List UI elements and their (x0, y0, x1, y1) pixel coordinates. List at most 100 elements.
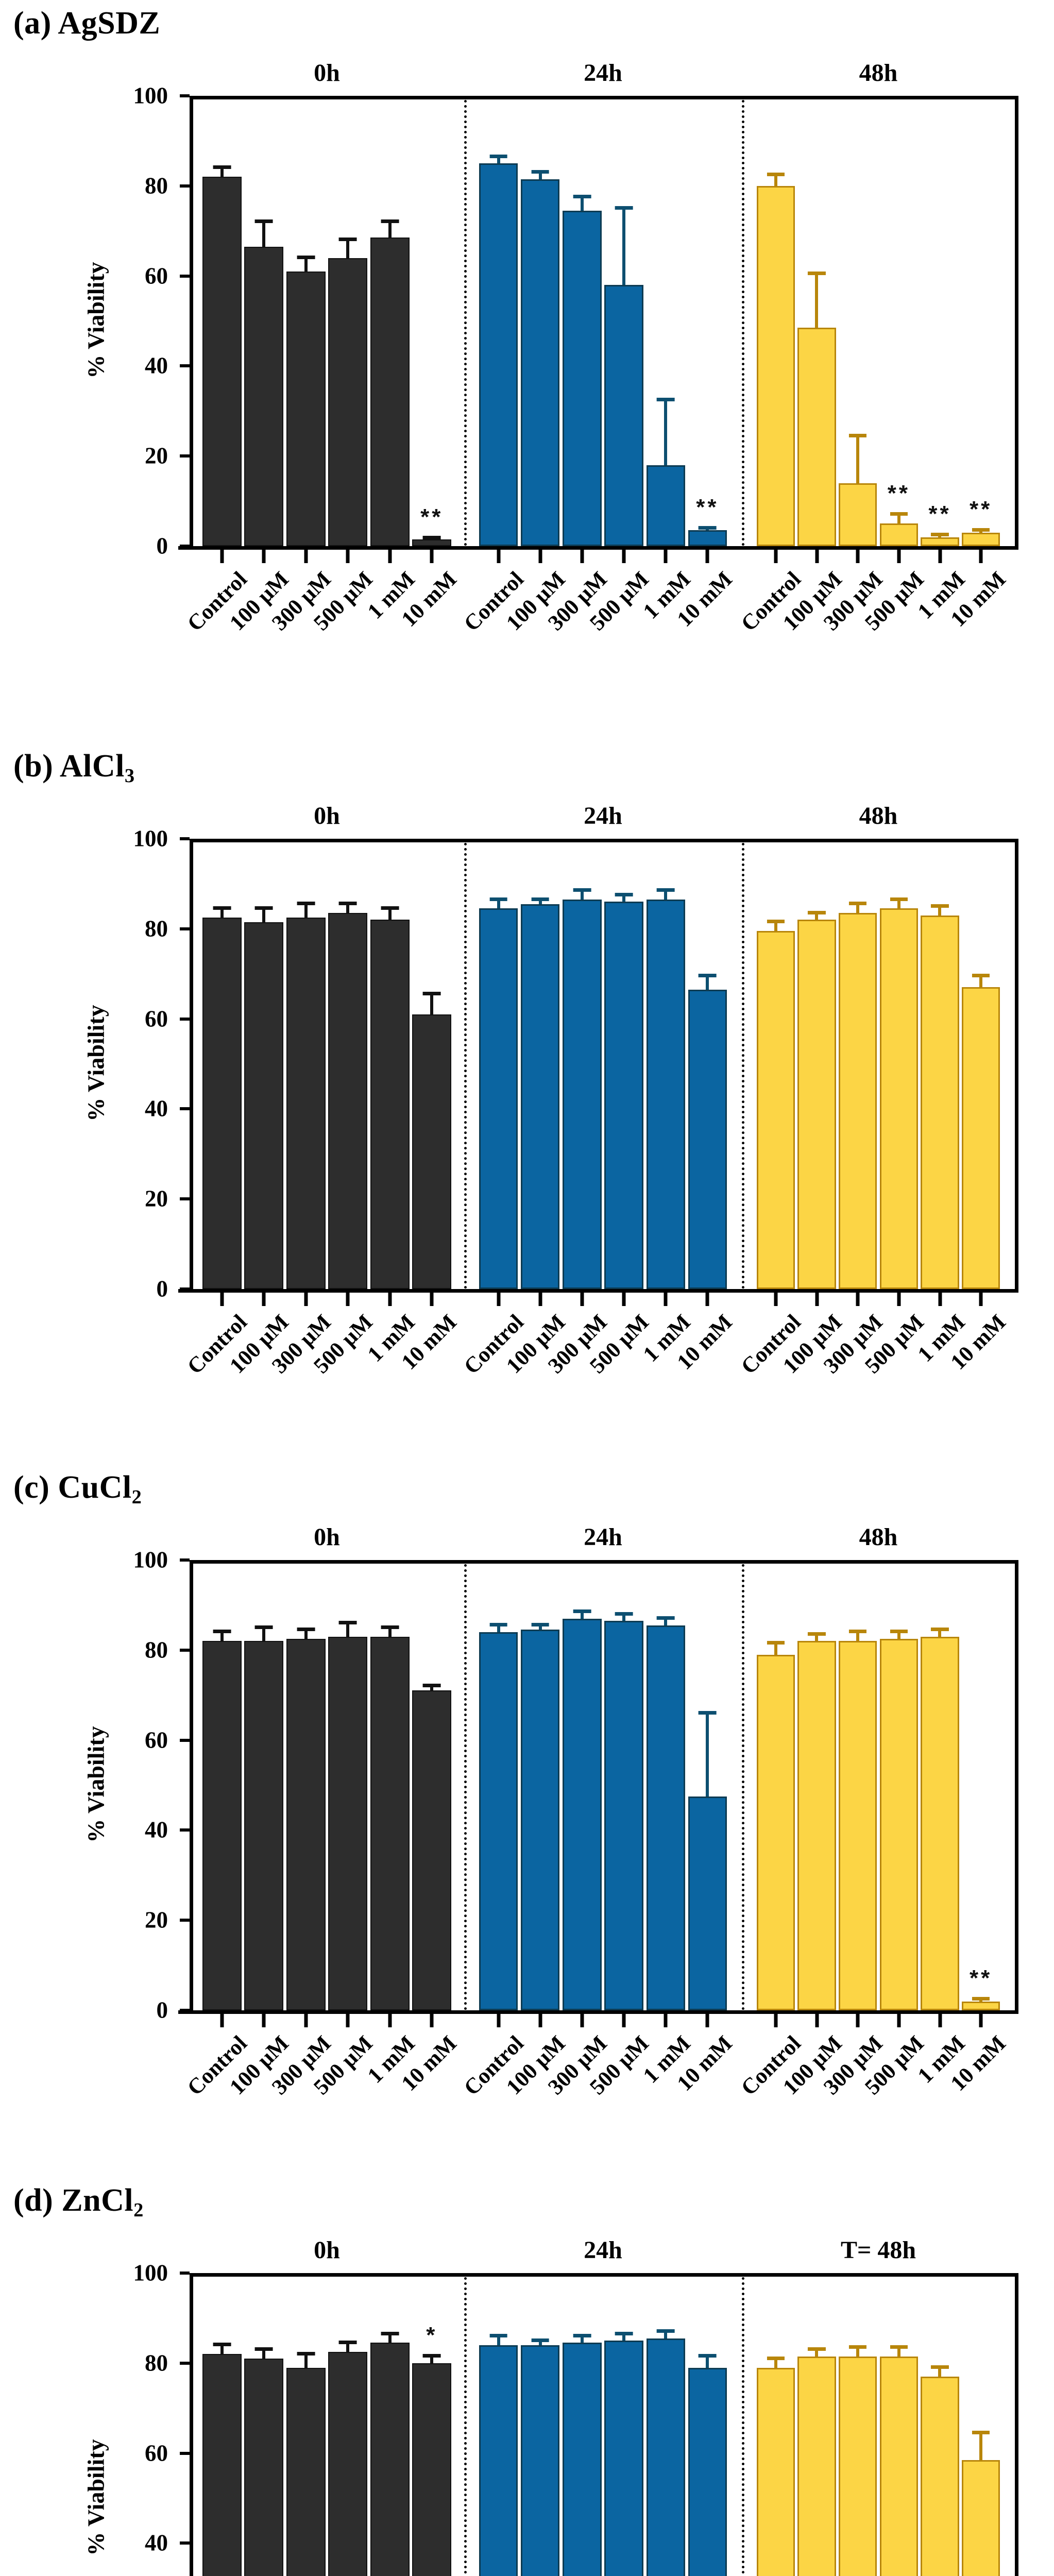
error-bar-stem (497, 1623, 500, 1632)
error-bar-cap (699, 974, 717, 978)
error-bar-cap (422, 535, 441, 539)
x-tick-a-2-5 (979, 550, 983, 563)
error-bar-stem (304, 256, 308, 272)
bar-d-1-0 (479, 2345, 518, 2576)
y-tick-a-80 (180, 184, 190, 188)
significance-marker-a-0-5: ** (420, 504, 444, 530)
y-tick-label-d-100: 100 (133, 2260, 168, 2286)
bar-c-0-5 (412, 1690, 452, 2010)
x-tick-c-2-5 (979, 2014, 983, 2027)
bar-a-1-3 (604, 285, 643, 546)
error-bar-cap (531, 1623, 550, 1627)
bar-c-0-1 (244, 1641, 284, 2010)
error-bar-b-1-5 (688, 974, 727, 990)
y-tick-label-a-80: 80 (145, 173, 168, 199)
x-tick-b-1-4 (664, 1293, 668, 1306)
error-bar-d-0-3 (328, 2341, 367, 2352)
y-tick-b-0 (180, 1287, 190, 1291)
x-tick-c-1-2 (580, 2014, 584, 2027)
error-bar-c-2-4 (921, 1628, 959, 1637)
bar-a-2-5 (962, 532, 1000, 546)
x-tick-b-0-2 (304, 1293, 308, 1306)
y-axis-line-c (190, 1560, 193, 2014)
y-tick-label-b-40: 40 (145, 1095, 168, 1122)
error-bar-b-0-1 (244, 906, 283, 922)
error-bar-a-2-3 (880, 512, 918, 524)
error-bar-cap (213, 165, 231, 170)
y-tick-label-d-40: 40 (145, 2530, 168, 2556)
error-bar-stem (979, 974, 983, 988)
bar-b-1-4 (646, 899, 685, 1289)
error-bar-a-0-2 (286, 256, 326, 272)
error-bar-cap (890, 1630, 908, 1634)
error-bar-cap (615, 206, 633, 210)
error-bar-cap (890, 2345, 908, 2349)
error-bar-stem (580, 195, 584, 211)
error-bar-stem (706, 1710, 709, 1797)
error-bar-cap (489, 897, 507, 901)
bar-b-2-4 (921, 915, 959, 1289)
y-tick-a-20 (180, 454, 190, 458)
panel-letter: (b) (13, 749, 60, 784)
panel-compound-name: CuCl (58, 1470, 132, 1505)
y-tick-label-c-80: 80 (145, 1637, 168, 1663)
x-tick-a-2-0 (774, 550, 778, 563)
error-bar-a-0-4 (370, 219, 410, 238)
error-bar-stem (430, 2354, 434, 2363)
y-axis-line-a (190, 96, 193, 550)
error-bar-stem (262, 1625, 266, 1641)
x-tick-b-2-4 (938, 1293, 942, 1306)
error-bar-b-2-2 (839, 902, 877, 913)
bar-a-2-1 (797, 328, 836, 546)
error-bar-stem (538, 170, 542, 179)
x-tick-a-2-3 (897, 550, 901, 563)
error-bar-d-1-3 (604, 2331, 643, 2341)
group-separator-b-1 (464, 843, 467, 1289)
group-separator-b-2 (742, 843, 744, 1289)
error-bar-cap (254, 1625, 273, 1629)
error-bar-d-1-2 (563, 2333, 601, 2343)
error-bar-c-1-3 (604, 1612, 643, 1621)
error-bar-stem (856, 902, 860, 913)
error-bar-stem (979, 2430, 983, 2460)
y-tick-b-60 (180, 1017, 190, 1021)
error-bar-stem (664, 1616, 668, 1625)
error-bar-a-2-0 (757, 172, 795, 186)
error-bar-b-0-5 (412, 992, 451, 1014)
y-tick-c-40 (180, 1828, 190, 1832)
y-tick-b-20 (180, 1197, 190, 1201)
error-bar-cap (656, 2329, 675, 2333)
error-bar-cap (338, 2341, 357, 2345)
error-bar-d-1-5 (688, 2354, 727, 2368)
x-tick-b-2-5 (979, 1293, 983, 1306)
y-tick-c-20 (180, 1919, 190, 1922)
error-bar-b-2-0 (757, 920, 795, 931)
plot-baseline-a (178, 546, 1018, 550)
error-bar-cap (381, 219, 399, 224)
error-bar-stem (815, 271, 819, 328)
panel-letter: (a) (13, 6, 58, 41)
bar-d-0-1 (244, 2359, 284, 2576)
error-bar-cap (808, 2347, 826, 2351)
bar-d-0-2 (286, 2367, 326, 2576)
error-bar-cap (381, 2331, 399, 2335)
error-bar-stem (774, 2356, 777, 2368)
error-bar-c-0-3 (328, 1620, 367, 1637)
x-tick-b-0-0 (220, 1293, 224, 1306)
y-tick-a-60 (180, 274, 190, 278)
error-bar-stem (774, 920, 777, 931)
error-bar-cap (573, 888, 591, 892)
x-tick-c-0-5 (430, 2014, 434, 2027)
error-bar-stem (706, 2354, 709, 2368)
error-bar-a-1-5 (688, 526, 727, 531)
error-bar-b-2-1 (797, 910, 836, 920)
panel-compound-subscript: 2 (133, 2199, 144, 2221)
error-bar-cap (615, 2331, 633, 2335)
bar-a-2-3 (879, 523, 918, 546)
y-tick-label-a-40: 40 (145, 352, 168, 379)
error-bar-stem (346, 1620, 350, 1637)
error-bar-cap (656, 1616, 675, 1620)
error-bar-cap (656, 888, 675, 892)
bar-a-2-0 (756, 185, 795, 546)
bar-b-0-3 (328, 913, 368, 1289)
